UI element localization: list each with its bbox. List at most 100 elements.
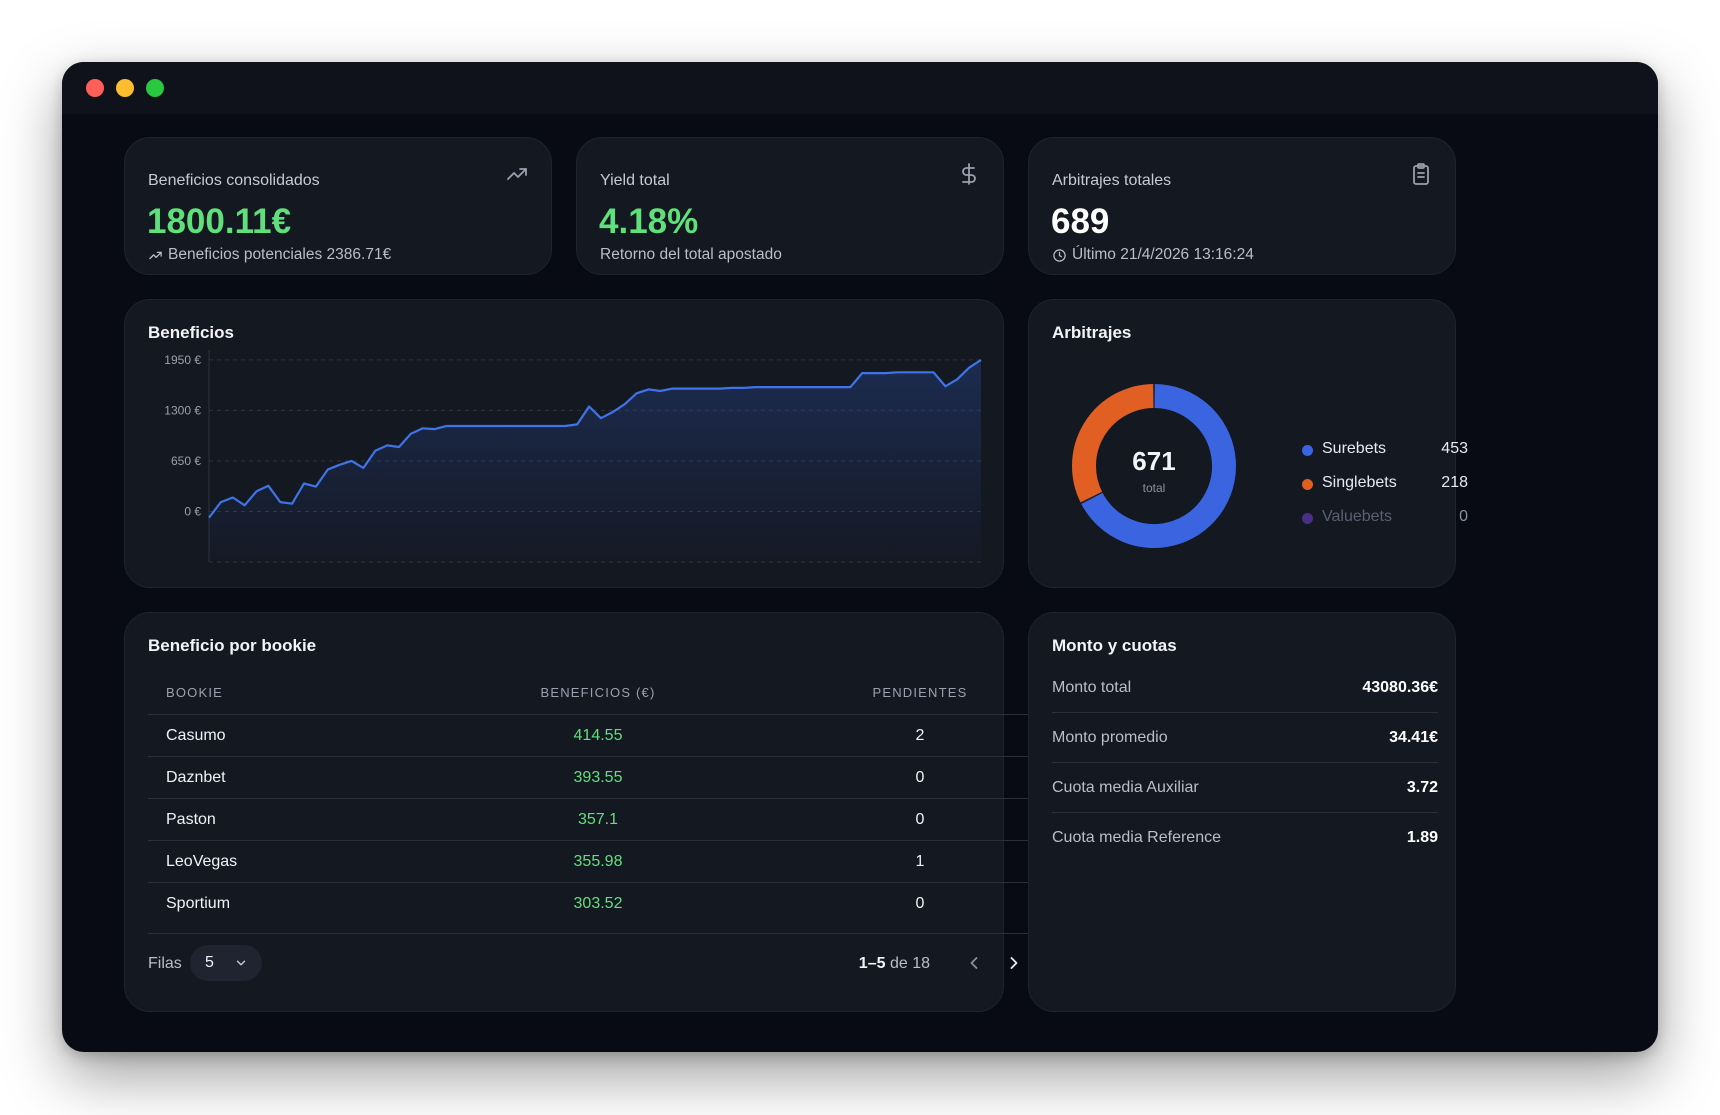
stat-value: 1800.11€	[147, 202, 292, 241]
stat-card-arbitrajes: Arbitrajes totales 689 Último 21/4/2026 …	[1028, 137, 1456, 275]
stat-label: Yield total	[600, 172, 670, 189]
card-title: Beneficio por bookie	[148, 636, 317, 655]
monto-row: Cuota media Reference 1.89	[1052, 813, 1438, 863]
table-divider	[148, 933, 1068, 934]
chevron-left-icon[interactable]	[964, 953, 984, 973]
table-row[interactable]: LeoVegas 355.98 1	[148, 841, 1068, 883]
bookies-table-card: Beneficio por bookie BOOKIE BENEFICIOS (…	[124, 612, 1068, 1012]
monto-value: 43080.36€	[1362, 679, 1438, 696]
minimize-window-button[interactable]	[116, 79, 134, 97]
cell-bookie: Sportium	[166, 895, 231, 912]
table-header: BOOKIE BENEFICIOS (€) PENDIENTES	[148, 677, 1068, 715]
column-header-pendientes[interactable]: PENDIENTES	[872, 685, 968, 700]
arbitrajes-chart-card: Arbitrajes 671 total Surebets 453 Singleb…	[1028, 299, 1468, 588]
stat-card-beneficios: Beneficios consolidados 1800.11€ Benefic…	[124, 137, 552, 275]
monto-label: Monto promedio	[1052, 729, 1168, 746]
monto-label: Cuota media Auxiliar	[1052, 779, 1199, 796]
table-row[interactable]: Paston 357.1 0	[148, 799, 1068, 841]
cell-pendientes: 0	[915, 811, 925, 828]
donut-slice-singlebets[interactable]	[1072, 384, 1154, 503]
cell-bookie: Casumo	[166, 727, 226, 744]
rows-per-page-label: Filas	[148, 955, 182, 972]
legend-name: Surebets	[1322, 440, 1387, 457]
donut-slice-surebets[interactable]	[1081, 384, 1236, 548]
cell-bookie: Daznbet	[166, 769, 226, 786]
clipboard-icon	[1413, 163, 1429, 185]
dollar-icon	[962, 163, 976, 185]
donut-center-label: total	[1143, 481, 1166, 495]
pagination-range: 1–5	[858, 955, 886, 972]
legend-swatch	[1302, 513, 1313, 524]
cell-pendientes: 0	[915, 895, 925, 912]
card-title: Monto y cuotas	[1052, 636, 1177, 655]
rows-per-page-select[interactable]: 5	[190, 945, 262, 981]
chevron-down-icon	[236, 960, 246, 966]
stat-value: 689	[1051, 202, 1110, 241]
legend-item-surebets[interactable]: Surebets 453	[1302, 438, 1468, 472]
legend-value: 0	[1459, 508, 1468, 525]
legend-item-singlebets[interactable]: Singlebets 218	[1302, 472, 1468, 506]
y-tick-label: 650 €	[171, 454, 201, 468]
close-window-button[interactable]	[86, 79, 104, 97]
column-header-beneficios[interactable]: BENEFICIOS (€)	[540, 685, 656, 700]
cell-beneficio: 303.52	[573, 895, 623, 912]
stat-subtitle: Retorno del total apostado	[600, 246, 782, 263]
cell-pendientes: 1	[915, 853, 925, 870]
stat-label: Beneficios consolidados	[148, 172, 320, 189]
maximize-window-button[interactable]	[146, 79, 164, 97]
stat-subtitle: Último 21/4/2026 13:16:24	[1052, 246, 1254, 264]
monto-row: Cuota media Auxiliar 3.72	[1052, 763, 1438, 813]
column-header-bookie[interactable]: BOOKIE	[166, 685, 224, 700]
beneficios-chart-card: Beneficios 1950 € 1300 € 650 € 0 €	[124, 299, 1004, 588]
stat-subtitle: Beneficios potenciales 2386.71€	[148, 246, 391, 264]
card-title: Beneficios	[148, 323, 234, 342]
stat-value: 4.18%	[599, 202, 699, 241]
cell-bookie: Paston	[166, 811, 216, 828]
cell-beneficio: 355.98	[573, 853, 623, 870]
arbitrajes-donut-chart: 671 total	[1072, 384, 1236, 548]
monto-value: 3.72	[1406, 779, 1438, 796]
legend-swatch	[1302, 445, 1313, 456]
cell-beneficio: 393.55	[573, 769, 623, 786]
title-bar	[62, 62, 1658, 114]
legend-swatch	[1302, 479, 1313, 490]
stat-label: Arbitrajes totales	[1052, 172, 1172, 189]
legend-name: Singlebets	[1322, 474, 1397, 491]
monto-row: Monto total 43080.36€	[1052, 663, 1438, 713]
pagination-info: 1–5 de 18	[859, 955, 930, 973]
cell-pendientes: 2	[915, 727, 925, 744]
beneficios-area-chart: 1950 € 1300 € 650 € 0 €	[164, 350, 982, 563]
cell-beneficio: 357.1	[577, 811, 619, 828]
legend-item-valuebets[interactable]: Valuebets 0	[1302, 506, 1468, 540]
cell-bookie: LeoVegas	[166, 853, 238, 870]
monto-row: Monto promedio 34.41€	[1052, 713, 1438, 763]
bookies-table: BOOKIE BENEFICIOS (€) PENDIENTES Casumo …	[148, 677, 1068, 934]
table-row[interactable]: Sportium 303.52 0	[148, 883, 1068, 925]
table-footer: Filas 5 1–5 de 18	[148, 943, 1068, 983]
rows-per-page-value: 5	[205, 954, 214, 971]
donut-center-value: 671	[1132, 446, 1175, 476]
stat-card-yield: Yield total 4.18% Retorno del total apos…	[576, 137, 1004, 275]
table-row[interactable]: Casumo 414.55 2	[148, 715, 1068, 757]
table-row[interactable]: Daznbet 393.55 0	[148, 757, 1068, 799]
monto-cuotas-card: Monto y cuotas Monto total 43080.36€ Mon…	[1028, 612, 1456, 1012]
series-line-beneficios	[208, 358, 982, 519]
legend-value: 453	[1441, 440, 1468, 457]
cell-pendientes: 0	[915, 769, 925, 786]
monto-value: 1.89	[1406, 829, 1438, 846]
trending-up-icon	[149, 251, 162, 259]
stat-subtitle-text: Beneficios potenciales 2386.71€	[168, 246, 392, 263]
card-title: Arbitrajes	[1052, 323, 1132, 342]
y-tick-label: 0 €	[184, 504, 201, 518]
area-fill	[209, 359, 981, 562]
donut-legend: Surebets 453 Singlebets 218 Valuebets 0	[1302, 438, 1468, 540]
cell-beneficio: 414.55	[573, 727, 623, 744]
clock-icon	[1053, 248, 1066, 262]
monto-label: Monto total	[1052, 679, 1132, 696]
legend-value: 218	[1441, 474, 1468, 491]
monto-value: 34.41€	[1389, 729, 1438, 746]
stat-subtitle-text: Último 21/4/2026 13:16:24	[1072, 246, 1254, 263]
chevron-right-icon[interactable]	[1004, 953, 1024, 973]
monto-label: Cuota media Reference	[1052, 829, 1221, 846]
y-tick-label: 1950 €	[164, 353, 201, 367]
